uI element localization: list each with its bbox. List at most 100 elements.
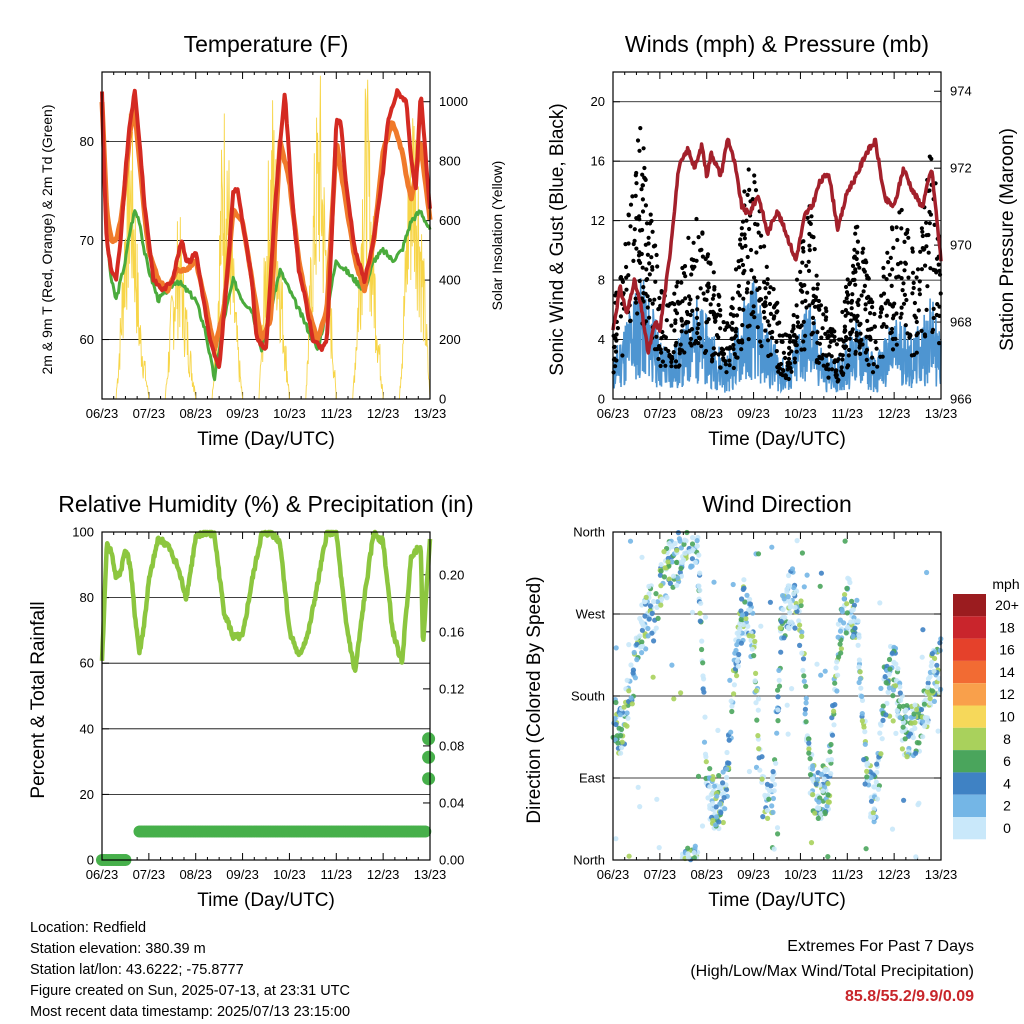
gust-point (805, 290, 810, 295)
direction-point (700, 673, 706, 679)
gust-point (663, 346, 668, 351)
direction-point (752, 678, 758, 684)
y-right-tick-label: 974 (950, 84, 972, 99)
direction-point (624, 710, 630, 716)
direction-point (780, 607, 786, 613)
direction-point (729, 703, 735, 709)
gust-point (889, 283, 894, 288)
direction-point (832, 702, 838, 708)
direction-point (892, 683, 899, 689)
direction-point (786, 625, 792, 632)
direction-point (929, 651, 935, 657)
gust-point (845, 365, 850, 370)
direction-point (625, 715, 631, 721)
legend-swatch (953, 817, 986, 840)
gust-point (762, 280, 767, 285)
gust-point (812, 247, 817, 252)
direction-point (716, 819, 722, 825)
y-left-tick-label: 80 (80, 134, 94, 149)
direction-point (696, 583, 702, 589)
direction-point (831, 722, 837, 728)
y-right-tick-label: 0.16 (439, 624, 464, 639)
gust-point (643, 203, 649, 208)
gust-point (645, 294, 650, 299)
direction-point (833, 665, 839, 671)
gust-point (695, 330, 700, 336)
gust-point (879, 293, 884, 298)
gust-point (647, 315, 652, 320)
y-left-tick-label: 70 (80, 233, 94, 248)
gust-point (633, 296, 638, 301)
direction-point (619, 739, 625, 745)
direction-point (883, 680, 889, 686)
gust-point (689, 264, 695, 269)
gust-point (691, 240, 696, 245)
direction-point (821, 776, 827, 782)
direction-point (747, 607, 753, 613)
direction-point (722, 806, 728, 812)
gust-point (884, 324, 889, 329)
gust-point (774, 339, 779, 344)
direction-point (785, 731, 791, 737)
direction-point (771, 846, 777, 852)
direction-point (799, 629, 805, 635)
direction-point (655, 599, 661, 605)
direction-point (890, 693, 896, 699)
x-tick-label: 11/23 (320, 406, 352, 421)
gust-point (786, 376, 791, 382)
gust-point (911, 285, 916, 291)
direction-point (787, 604, 793, 610)
direction-point (729, 708, 735, 715)
gust-point (674, 284, 679, 289)
direction-point (635, 784, 641, 790)
gust-point (852, 254, 857, 259)
direction-point (637, 804, 643, 810)
direction-point (764, 807, 771, 814)
gust-point (628, 202, 634, 207)
x-tick-label: 08/23 (690, 406, 723, 421)
direction-point (785, 594, 791, 600)
direction-point (738, 608, 744, 614)
direction-point (792, 604, 798, 611)
gust-point (912, 300, 918, 306)
direction-point (841, 596, 847, 602)
direction-point (768, 783, 774, 789)
x-tick-label: 08/23 (179, 406, 212, 421)
gust-point (906, 235, 911, 240)
direction-point (837, 628, 844, 634)
gust-point (765, 319, 770, 324)
gust-point (672, 328, 677, 333)
x-tick-label: 06/23 (86, 867, 119, 882)
gust-point (737, 265, 742, 270)
direction-point (650, 674, 656, 680)
direction-point (618, 750, 624, 756)
gust-point (618, 314, 624, 319)
direction-point (897, 690, 903, 696)
gust-point (903, 323, 908, 328)
direction-point (674, 547, 680, 553)
gust-point (910, 246, 915, 251)
direction-point (649, 630, 655, 636)
direction-point (900, 724, 906, 730)
direction-point (657, 572, 664, 578)
gust-point (910, 249, 915, 254)
direction-point (634, 641, 640, 647)
gust-point (743, 243, 748, 249)
direction-point (871, 806, 877, 812)
direction-point (834, 659, 840, 665)
gust-point (874, 346, 879, 351)
direction-point (803, 719, 809, 725)
gust-point (718, 326, 723, 331)
y-right-tick-label: 0.12 (439, 681, 464, 696)
gust-point (855, 319, 860, 324)
gust-point (847, 336, 852, 341)
gust-point (642, 165, 647, 171)
gust-point (688, 312, 693, 318)
direction-point (807, 772, 814, 778)
gust-point (810, 300, 815, 306)
gust-point (640, 227, 645, 233)
direction-point (864, 774, 870, 780)
gust-point (884, 313, 889, 318)
gust-point (647, 298, 653, 303)
direction-point (925, 680, 931, 686)
